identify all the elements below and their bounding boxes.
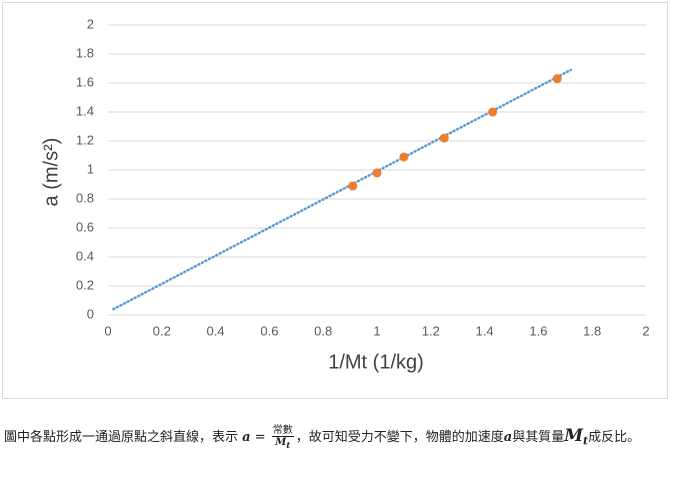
fraction: 常數 Mt bbox=[271, 424, 294, 451]
numerator: 常數 bbox=[271, 424, 294, 437]
x-tick-label: 1.4 bbox=[476, 323, 494, 338]
caption-text: ，故可知受力不變下，物體的加速度 bbox=[295, 430, 504, 445]
var-m: M bbox=[564, 426, 584, 446]
y-tick-label: 0.4 bbox=[76, 248, 94, 263]
x-tick-label: 1.6 bbox=[529, 323, 547, 338]
y-axis-title: a (m/s²) bbox=[40, 138, 62, 207]
y-tick-label: 1 bbox=[87, 161, 94, 176]
denominator-sub: t bbox=[286, 439, 291, 450]
data-point bbox=[372, 168, 382, 178]
y-tick-label: 2 bbox=[87, 16, 94, 31]
x-tick-label: 2 bbox=[642, 323, 649, 338]
x-tick-label: 1.8 bbox=[583, 323, 601, 338]
x-axis-title: 1/Mt (1/kg) bbox=[328, 351, 424, 373]
chart-frame bbox=[2, 2, 668, 399]
y-tick-label: 1.2 bbox=[76, 132, 94, 147]
y-tick-label: 0 bbox=[87, 306, 94, 321]
denominator-base: M bbox=[275, 436, 287, 448]
var-m-sub: t bbox=[583, 434, 589, 448]
x-tick-label: 1 bbox=[373, 323, 380, 338]
x-tick-label: 0.6 bbox=[260, 323, 278, 338]
y-tick-label: 0.8 bbox=[76, 190, 94, 205]
x-tick-label: 0.8 bbox=[314, 323, 332, 338]
caption: 圖中各點形成一通過原點之斜直線，表示 a = 常數 Mt ，故可知受力不變下，物體的… bbox=[4, 424, 676, 454]
y-tick-label: 0.2 bbox=[76, 277, 94, 292]
x-tick-label: 0.2 bbox=[153, 323, 171, 338]
data-point bbox=[348, 181, 358, 191]
data-point bbox=[488, 107, 498, 117]
data-point bbox=[399, 152, 409, 162]
caption-text: 成反比。 bbox=[588, 430, 641, 445]
formula-equals: = bbox=[250, 430, 270, 445]
x-tick-label: 1.2 bbox=[422, 323, 440, 338]
x-tick-label: 0 bbox=[104, 323, 111, 338]
y-tick-label: 0.6 bbox=[76, 219, 94, 234]
x-tick-label: 0.4 bbox=[207, 323, 225, 338]
var-a: a bbox=[503, 430, 513, 445]
denominator: Mt bbox=[272, 437, 294, 451]
caption-text: 圖中各點形成一通過原點之斜直線，表示 bbox=[4, 430, 243, 445]
y-tick-label: 1.8 bbox=[76, 45, 94, 60]
chart: 1/Mt (1/kg) a (m/s²) 0 0.2 0.4 0.6 0.8 1 1.2 1.… bbox=[2, 2, 668, 399]
y-tick-label: 1.4 bbox=[76, 103, 94, 118]
formula-var: a bbox=[242, 430, 251, 445]
data-point bbox=[439, 133, 449, 143]
y-tick-label: 1.6 bbox=[76, 74, 94, 89]
data-point bbox=[552, 74, 562, 84]
caption-text: 與其質量 bbox=[512, 430, 565, 445]
